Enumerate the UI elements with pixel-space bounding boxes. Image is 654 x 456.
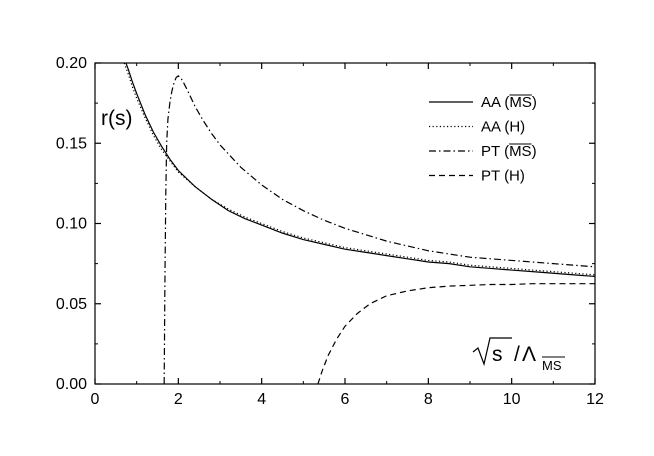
x-annotation-s: s [492, 343, 503, 366]
legend-label: PT (H) [481, 168, 525, 185]
y-axis-annotation: r(s) [101, 107, 132, 130]
x-axis: 0 2 4 6 8 10 12 [91, 63, 604, 408]
x-tick-label: 12 [586, 391, 604, 408]
y-axis: 0.00 0.05 0.10 0.15 0.20 [56, 55, 595, 393]
legend-overbar-text: MS [509, 94, 532, 111]
y-tick-label: 0.05 [56, 296, 87, 313]
legend-overbar-text: MS [509, 143, 532, 160]
series-line-1 [125, 63, 595, 278]
y-tick-label: 0.20 [56, 55, 87, 72]
x-tick-label: 8 [424, 391, 433, 408]
x-tick-label: 6 [341, 391, 350, 408]
legend-label: AA (MS) [481, 94, 537, 111]
series-line-4 [317, 283, 595, 384]
x-tick-label: 4 [257, 391, 266, 408]
x-annotation-lambda: Λ [522, 343, 536, 366]
x-tick-label: 2 [174, 391, 183, 408]
y-tick-label: 0.15 [56, 135, 87, 152]
x-annotation-slash: / [514, 343, 520, 366]
sqrt-symbol [472, 337, 512, 367]
legend-label: PT (MS) [481, 143, 537, 160]
plot-frame [94, 62, 596, 385]
legend: AA (MS) AA (H) PT (MS) PT (H) [429, 94, 537, 185]
plot-area [123, 63, 595, 384]
legend-label: AA (H) [481, 119, 525, 136]
y-tick-label: 0.10 [56, 216, 87, 233]
x-axis-annotation: s / Λ MS [472, 337, 565, 373]
x-tick-label: 0 [91, 391, 100, 408]
series-line-3 [163, 75, 595, 384]
x-tick-label: 10 [503, 391, 521, 408]
y-tick-label: 0.00 [56, 376, 87, 393]
x-annotation-subscript: MS [542, 358, 562, 373]
